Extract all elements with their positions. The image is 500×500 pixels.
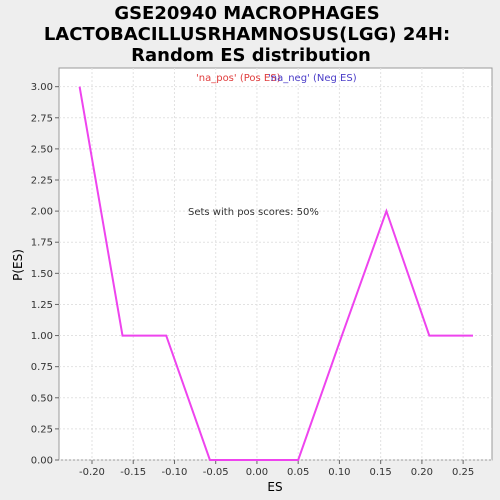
series-line-0 <box>78 86 473 461</box>
y-tick-label-1: 0.25 <box>31 424 53 435</box>
x-axis-label: ES <box>267 480 282 494</box>
y-tick-label-3: 0.75 <box>31 362 53 373</box>
y-tick-label-5: 1.25 <box>31 300 53 311</box>
plot-area <box>58 67 493 461</box>
x-tick-label-4: 0.00 <box>246 467 268 478</box>
title-line-3: Random ES distribution <box>131 45 371 66</box>
x-axis: -0.20 -0.15 -0.10 -0.05 0.00 0.05 0.10 0.15 0.20… <box>79 460 474 478</box>
y-axis-label: P(ES) <box>11 249 25 281</box>
y-tick-label-11: 2.75 <box>31 113 53 124</box>
y-tick-label-9: 2.25 <box>31 176 53 187</box>
x-tick-label-9: 0.25 <box>452 467 474 478</box>
grid-lines <box>59 68 492 461</box>
legend-entry-neg: 'na_neg' (Neg ES) <box>268 73 357 84</box>
x-tick-label-5: 0.05 <box>287 467 309 478</box>
title-line-2: LACTOBACILLUSRHAMNOSUS(LGG) 24H: <box>44 24 450 45</box>
legend-entry-pos: 'na_pos' (Pos ES) <box>196 73 281 84</box>
series-layer <box>78 86 473 461</box>
chart-title: GSE20940 MACROPHAGES LACTOBACILLUSRHAMNO… <box>44 3 450 66</box>
y-tick-label-2: 0.50 <box>31 393 53 404</box>
x-tick-label-6: 0.10 <box>328 467 350 478</box>
x-tick-label-1: -0.15 <box>120 467 146 478</box>
y-tick-label-7: 1.75 <box>31 238 53 249</box>
legend: 'na_pos' (Pos ES) 'na_neg' (Neg ES) <box>196 73 357 84</box>
x-tick-label-2: -0.10 <box>162 467 188 478</box>
x-tick-label-8: 0.20 <box>411 467 433 478</box>
x-tick-label-7: 0.15 <box>370 467 392 478</box>
y-axis: 0.00 0.25 0.50 0.75 1.00 1.25 1.50 1.75 2.00 2.25… <box>31 82 59 467</box>
y-tick-label-6: 1.50 <box>31 269 53 280</box>
y-tick-label-10: 2.50 <box>31 144 53 155</box>
x-tick-label-3: -0.05 <box>203 467 229 478</box>
pos-scores-annotation: Sets with pos scores: 50% <box>188 207 319 218</box>
y-tick-label-8: 2.00 <box>31 207 53 218</box>
x-tick-label-0: -0.20 <box>79 467 105 478</box>
y-tick-label-4: 1.00 <box>31 331 53 342</box>
title-line-1: GSE20940 MACROPHAGES <box>114 3 379 24</box>
y-tick-label-12: 3.00 <box>31 82 53 93</box>
y-tick-label-0: 0.00 <box>31 456 53 467</box>
